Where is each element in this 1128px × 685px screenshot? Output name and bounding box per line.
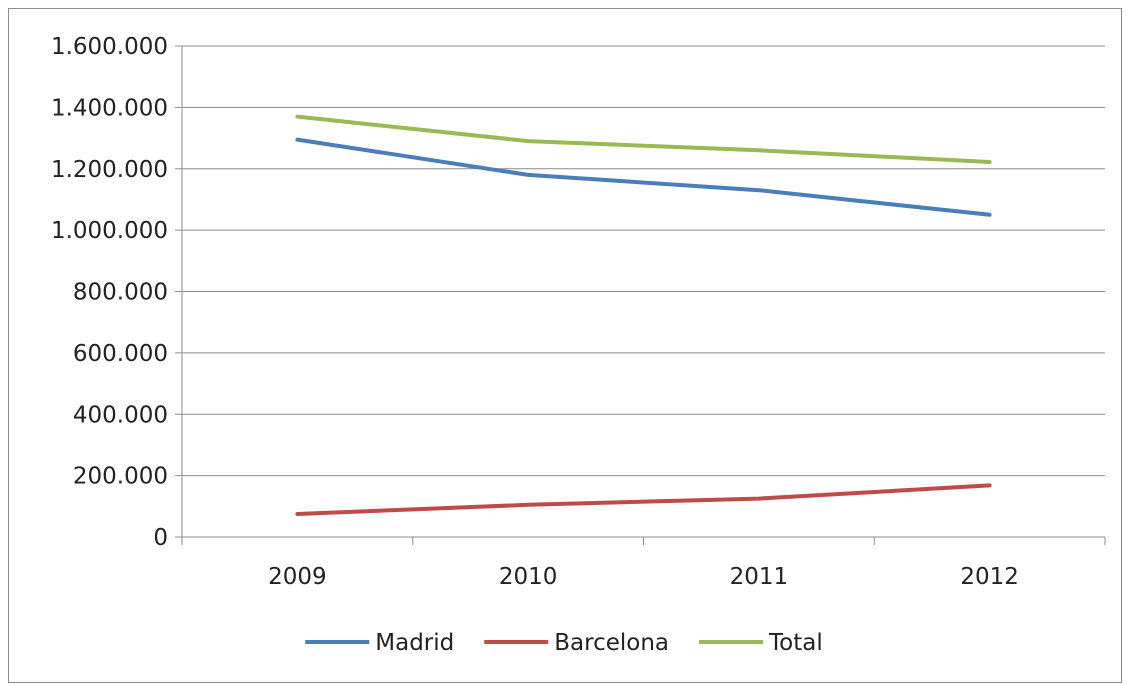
legend-item-barcelona: Barcelona: [484, 630, 669, 656]
series-line-total: [295, 114, 992, 164]
series-line-barcelona: [295, 483, 992, 516]
legend-item-madrid: Madrid: [305, 630, 454, 656]
y-tick-label: 1.200.000: [51, 157, 168, 183]
legend-label-barcelona: Barcelona: [554, 630, 669, 656]
y-tick-label: 400.000: [73, 402, 168, 428]
x-tick-label: 2009: [268, 564, 327, 590]
x-tick-label: 2011: [730, 564, 789, 590]
legend-label-madrid: Madrid: [375, 630, 454, 656]
x-axis-tick-labels: 2009 2010 2011 2012: [268, 564, 1019, 590]
y-tick-label: 200.000: [73, 464, 168, 490]
series-lines: [295, 114, 992, 516]
y-tick-label: 800.000: [73, 280, 168, 306]
x-tick-label: 2012: [960, 564, 1019, 590]
y-axis-tick-labels: 0 200.000 400.000 600.000 800.000 1.000.000 1.…: [51, 34, 168, 551]
y-tick-label: 1.000.000: [51, 218, 168, 244]
legend: Madrid Barcelona Total: [305, 630, 823, 656]
chart-frame: [8, 8, 1122, 683]
x-tick-label: 2010: [499, 564, 558, 590]
y-tick-label: 1.600.000: [51, 34, 168, 60]
legend-item-total: Total: [699, 630, 823, 656]
axes: [175, 45, 1106, 545]
y-tick-label: 0: [153, 525, 168, 551]
gridlines: [182, 45, 1105, 477]
y-tick-label: 1.400.000: [51, 95, 168, 121]
series-line-madrid: [295, 137, 992, 217]
legend-label-total: Total: [768, 630, 823, 656]
y-tick-label: 600.000: [73, 341, 168, 367]
